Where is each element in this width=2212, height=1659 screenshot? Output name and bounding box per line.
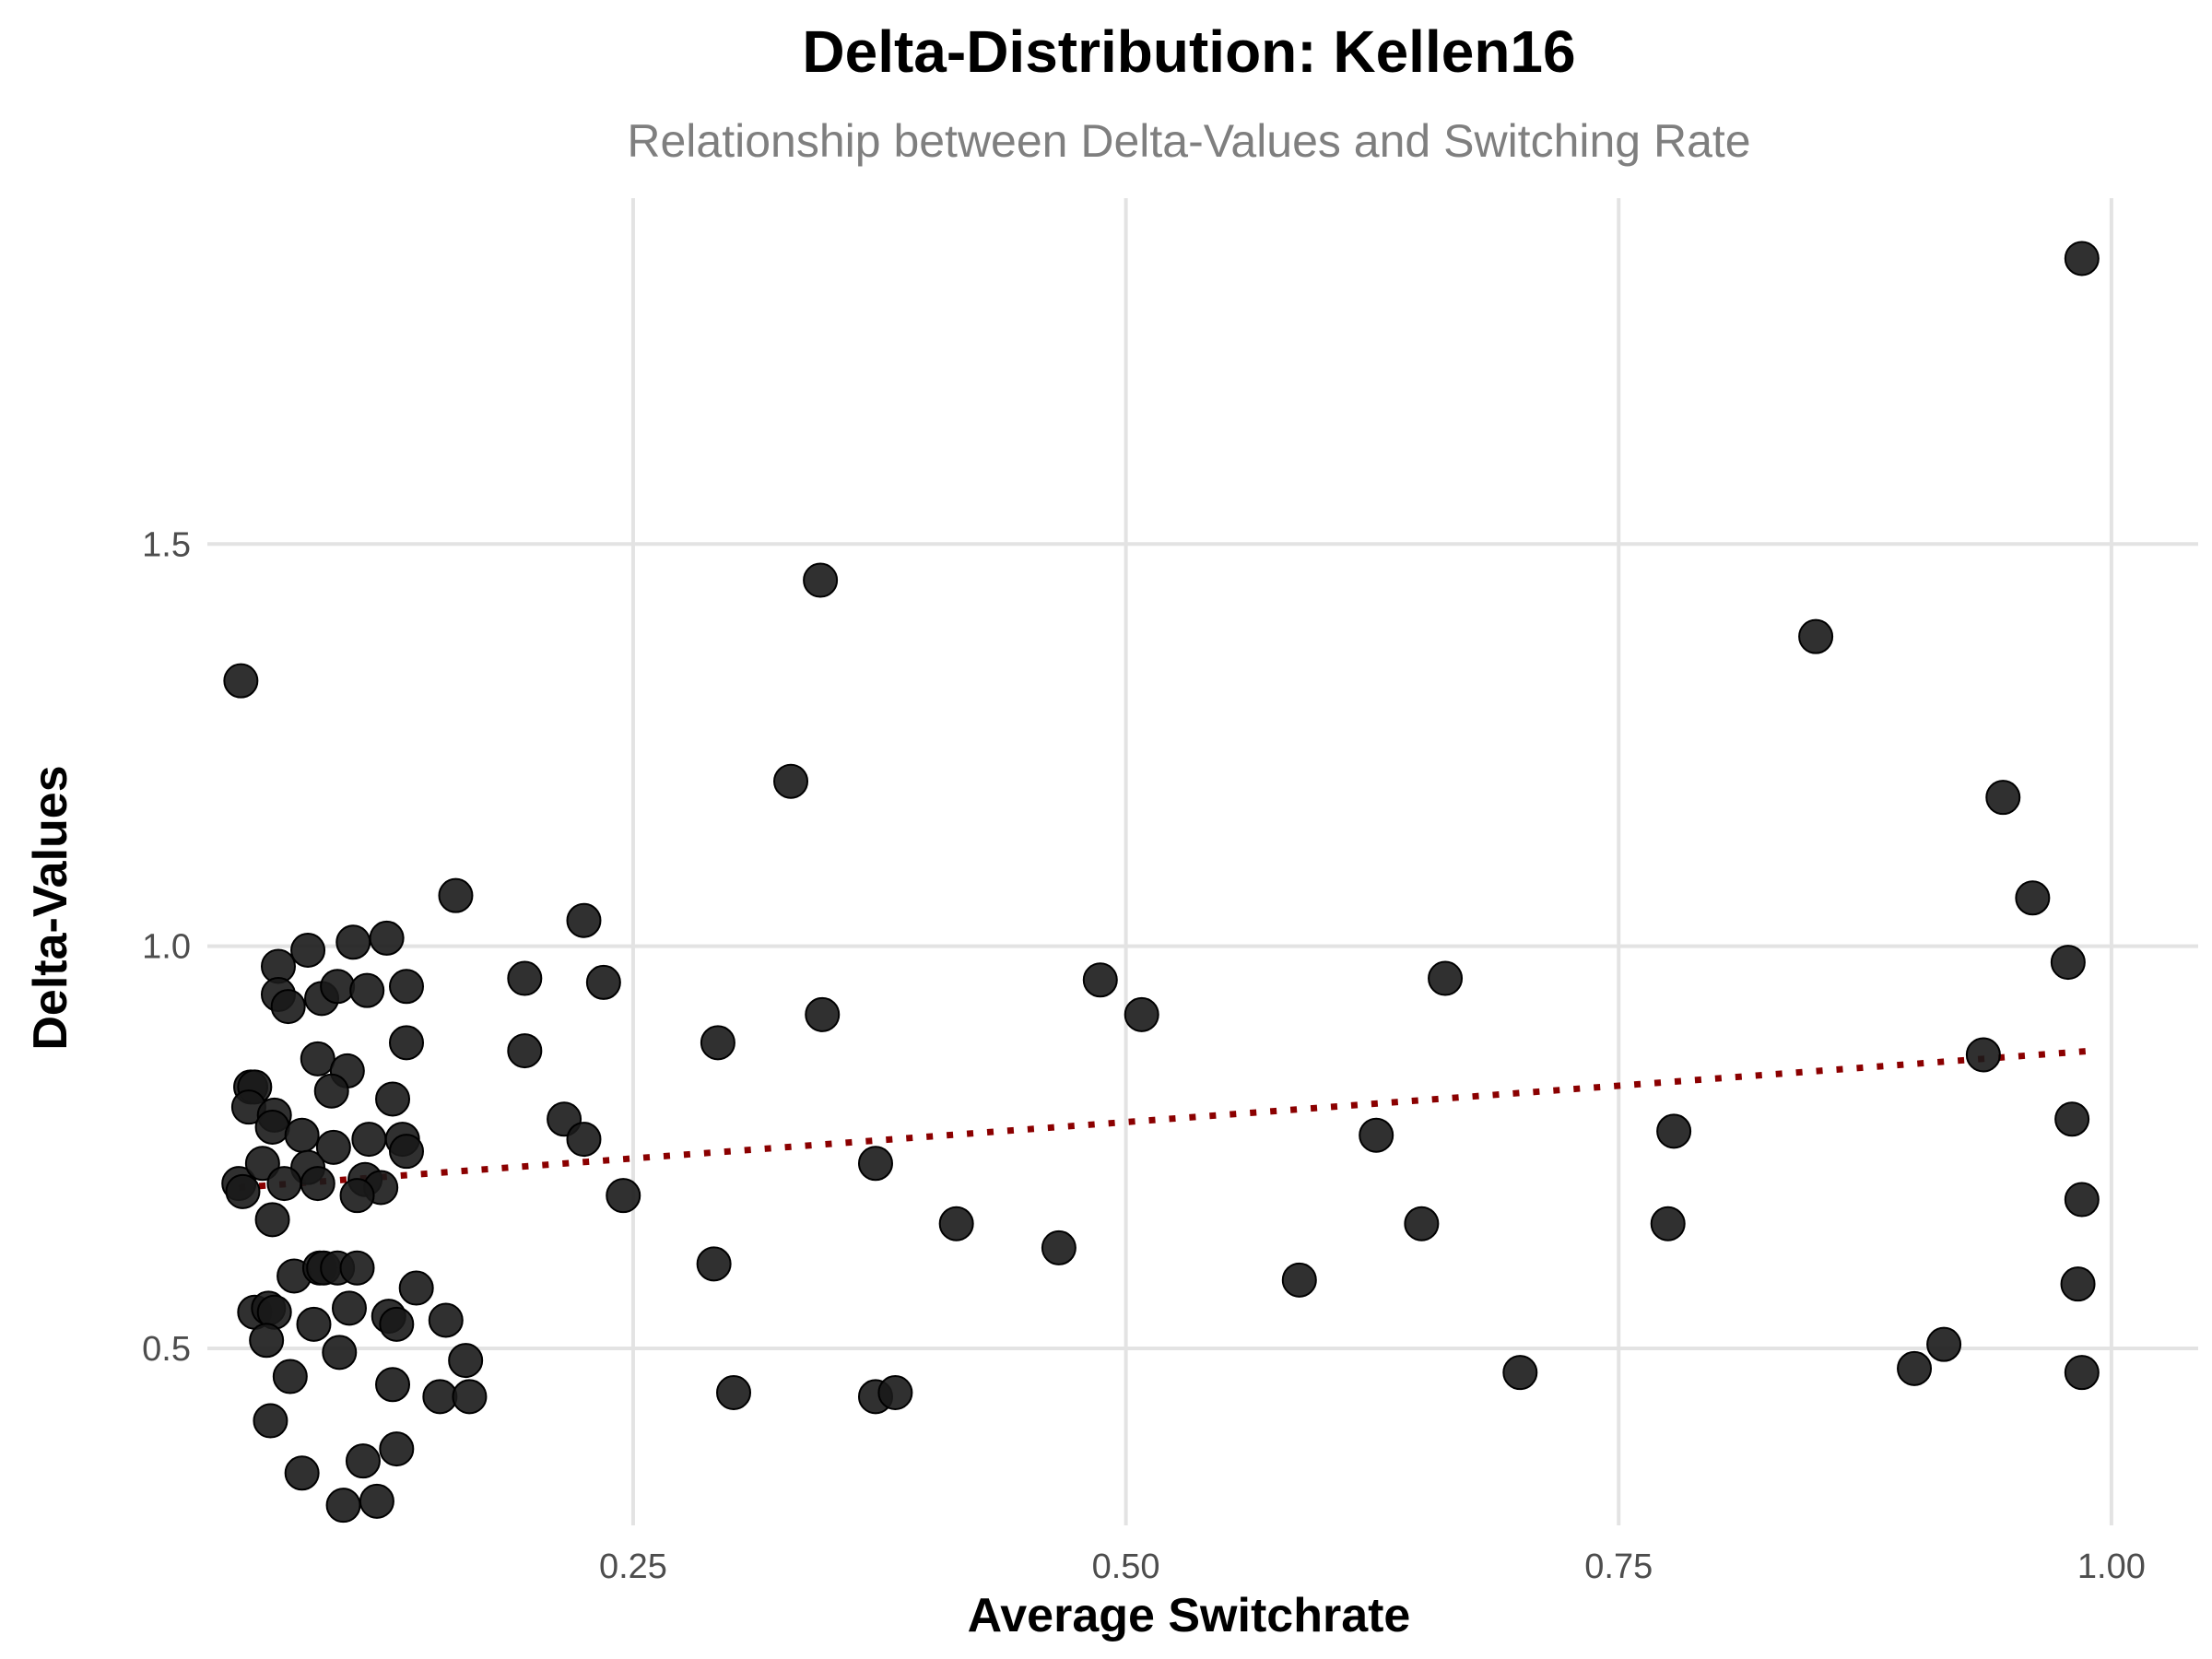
data-point-55 <box>375 1367 411 1403</box>
grid-lines <box>207 198 2198 1525</box>
data-point-13 <box>369 920 405 956</box>
data-point-17 <box>300 1041 335 1077</box>
data-point-61 <box>284 1455 320 1491</box>
y-tick-label-2: 1.5 <box>142 525 191 564</box>
data-point-42 <box>398 1270 434 1306</box>
data-point-48 <box>379 1306 415 1342</box>
data-point-69 <box>566 1122 602 1158</box>
data-point-74 <box>700 1025 735 1061</box>
data-point-99 <box>2060 1266 2096 1302</box>
x-tick-label-0: 0.25 <box>599 1547 667 1586</box>
data-point-65 <box>507 960 543 996</box>
data-point-21 <box>389 1025 424 1061</box>
data-point-28 <box>389 1134 424 1170</box>
data-point-23 <box>254 1110 290 1145</box>
x-tick-label-1: 0.50 <box>1092 1547 1160 1586</box>
data-point-15 <box>389 969 424 1005</box>
data-points <box>221 241 2100 1524</box>
data-point-100 <box>2064 1182 2100 1218</box>
data-point-35 <box>339 1178 375 1214</box>
data-point-29 <box>244 1146 280 1182</box>
data-point-63 <box>325 1488 361 1524</box>
x-tick-label-3: 1.00 <box>2077 1547 2146 1586</box>
data-point-71 <box>803 562 839 598</box>
data-point-101 <box>2064 1355 2100 1391</box>
data-point-89 <box>1650 1206 1686 1241</box>
data-point-70 <box>606 1178 641 1214</box>
data-point-60 <box>345 1443 381 1479</box>
data-point-19 <box>313 1073 349 1109</box>
data-point-86 <box>1404 1206 1440 1241</box>
data-point-56 <box>422 1379 458 1415</box>
data-point-8 <box>290 933 326 968</box>
chart-title: Delta-Distribution: Kellen16 <box>802 18 1575 85</box>
data-point-82 <box>1082 962 1118 998</box>
data-point-66 <box>585 964 621 1000</box>
data-point-85 <box>1359 1117 1394 1153</box>
data-point-25 <box>315 1129 351 1165</box>
data-point-98 <box>2054 1101 2090 1137</box>
data-point-76 <box>696 1246 732 1282</box>
data-point-52 <box>322 1335 358 1371</box>
data-point-11 <box>320 969 356 1005</box>
data-point-80 <box>938 1206 974 1241</box>
data-point-88 <box>1502 1355 1538 1391</box>
data-point-91 <box>1798 618 1834 654</box>
data-point-84 <box>1281 1262 1317 1298</box>
data-point-36 <box>254 1202 290 1238</box>
data-point-96 <box>2015 880 2051 916</box>
data-point-41 <box>339 1250 375 1286</box>
y-axis-label: Delta-Values <box>24 765 77 1050</box>
data-point-20 <box>375 1081 411 1117</box>
trend-line-layer <box>238 1047 2092 1191</box>
data-point-81 <box>1041 1230 1077 1265</box>
data-point-16 <box>438 877 474 913</box>
data-point-49 <box>428 1302 464 1338</box>
data-point-83 <box>1124 996 1159 1032</box>
data-point-5 <box>225 1173 261 1209</box>
data-point-0 <box>223 663 259 699</box>
data-point-79 <box>877 1375 913 1410</box>
data-point-14 <box>349 972 385 1008</box>
y-tick-label-1: 1.0 <box>142 928 191 967</box>
y-tick-label-0: 0.5 <box>142 1330 191 1369</box>
data-point-50 <box>296 1306 332 1342</box>
data-point-97 <box>2050 945 2086 981</box>
data-point-12 <box>335 924 371 960</box>
data-point-94 <box>1965 1037 2001 1073</box>
data-point-53 <box>448 1343 484 1379</box>
data-point-57 <box>452 1379 488 1415</box>
data-point-93 <box>1926 1326 1962 1362</box>
data-point-24 <box>284 1117 320 1153</box>
x-tick-label-2: 0.75 <box>1584 1547 1653 1586</box>
data-point-90 <box>1656 1113 1692 1149</box>
data-point-77 <box>716 1375 752 1410</box>
data-point-87 <box>1428 960 1464 996</box>
trend-line <box>238 1047 2092 1191</box>
data-point-92 <box>1897 1350 1933 1386</box>
data-point-67 <box>507 1033 543 1069</box>
data-point-95 <box>1985 780 2021 816</box>
data-point-26 <box>351 1122 387 1158</box>
data-point-62 <box>359 1483 394 1519</box>
data-point-46 <box>331 1290 367 1326</box>
data-point-32 <box>300 1166 335 1202</box>
data-point-51 <box>249 1323 285 1359</box>
chart-subtitle: Relationship between Delta-Values and Sw… <box>627 115 1750 167</box>
x-axis-label: Average Switchrate <box>968 1589 1411 1642</box>
data-point-64 <box>566 902 602 938</box>
data-point-102 <box>2064 241 2100 276</box>
data-point-59 <box>379 1431 415 1467</box>
data-point-54 <box>272 1359 308 1394</box>
data-point-31 <box>266 1166 302 1202</box>
tick-labels: 0.25 0.50 0.75 1.00 0.5 1.0 1.5 <box>142 525 2146 1586</box>
data-point-73 <box>805 996 841 1032</box>
data-point-72 <box>773 763 809 799</box>
data-point-75 <box>857 1146 893 1182</box>
data-point-58 <box>253 1403 288 1439</box>
data-point-9 <box>270 989 306 1025</box>
